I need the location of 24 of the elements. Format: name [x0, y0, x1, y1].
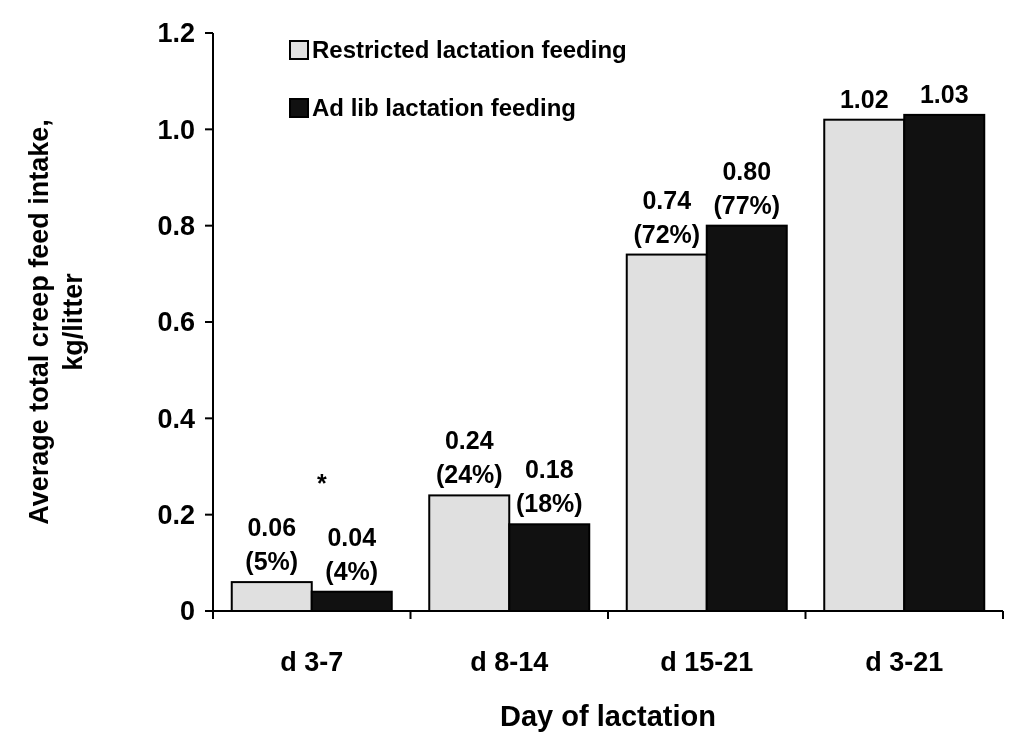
- data-label: 0.18 (18%): [515, 455, 583, 518]
- x-tick-label: d 15-21: [660, 647, 754, 677]
- y-tick-label: 0.2: [157, 500, 195, 531]
- x-tick-label: d 3-7: [280, 647, 344, 677]
- data-label: 0.74 (72%): [633, 185, 701, 248]
- data-label: 0.24 (24%): [435, 426, 503, 489]
- legend-label: Ad lib lactation feeding: [312, 94, 577, 122]
- y-axis-title: Average total creep feed intake, kg/litter: [24, 119, 88, 525]
- x-axis-title: Day of lactation: [500, 700, 716, 732]
- legend-label: Restricted lactation feeding: [312, 36, 627, 64]
- y-tick-label: 0.8: [157, 211, 195, 242]
- y-tick-label: 0.4: [157, 403, 195, 434]
- data-label: 0.80 (77%): [713, 156, 781, 219]
- y-tick-label: 0.6: [157, 307, 195, 338]
- x-tick-label: d 3-21: [865, 647, 944, 677]
- data-label: 0.04 (4%): [325, 522, 379, 585]
- x-tick-label: d 8-14: [470, 647, 549, 677]
- data-label: 0.06 (5%): [245, 513, 299, 576]
- y-tick-label: 0: [179, 596, 195, 627]
- data-label: 1.02: [839, 84, 889, 113]
- data-label: 1.03: [919, 79, 969, 108]
- annotation: *: [316, 469, 327, 498]
- y-tick-label: 1.2: [157, 18, 195, 49]
- y-tick-label: 1.0: [157, 114, 195, 145]
